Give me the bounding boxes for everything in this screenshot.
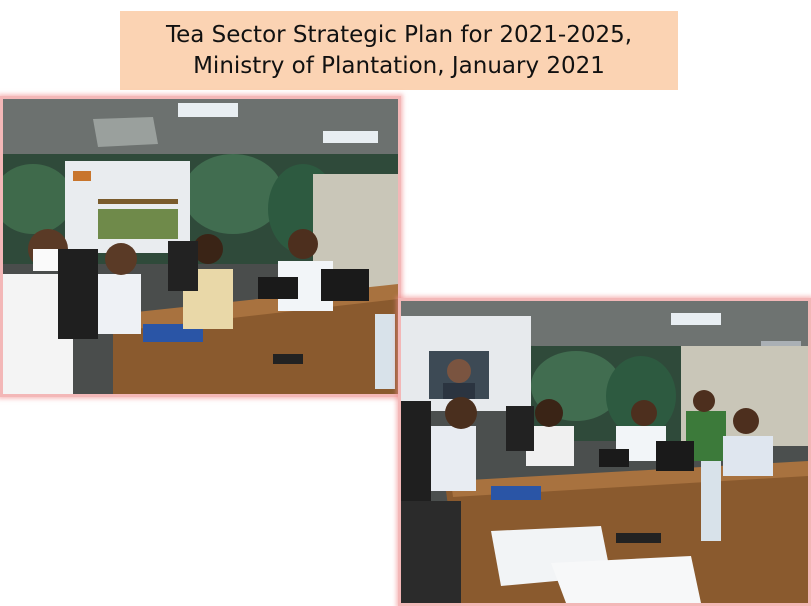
slide-title-line-1: Tea Sector Strategic Plan for 2021-2025, [165,21,633,48]
meeting-photo-2 [398,298,811,606]
meeting-photo-1 [0,96,401,397]
slide-title: Tea Sector Strategic Plan for 2021-2025,… [120,11,678,90]
slide-title-line-2: Ministry of Plantation, January 2021 [193,52,605,79]
